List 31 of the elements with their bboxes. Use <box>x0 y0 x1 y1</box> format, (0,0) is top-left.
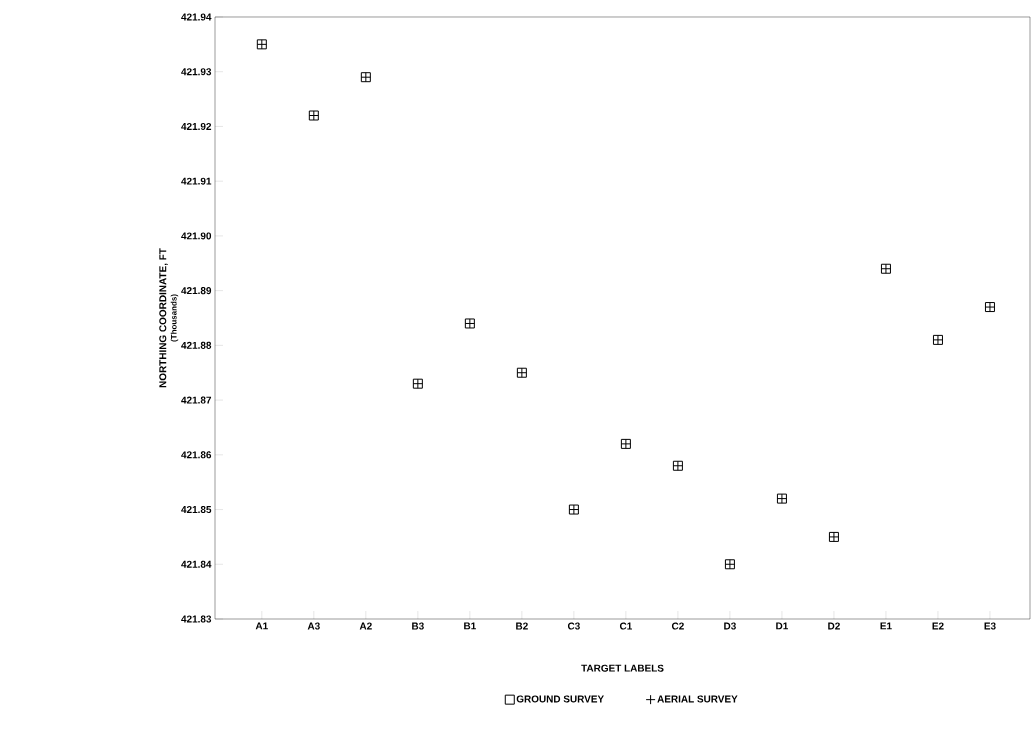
x-tick-label: D2 <box>828 622 840 630</box>
y-tick-label: 421.88 <box>181 341 212 349</box>
legend-label: AERIAL SURVEY <box>657 695 738 703</box>
y-tick-label: 421.89 <box>181 287 212 295</box>
x-tick-label: B3 <box>412 622 424 630</box>
y-tick-label: 421.93 <box>181 68 212 76</box>
y-tick-label: 421.91 <box>181 177 212 185</box>
y-tick-label: 421.84 <box>181 560 212 568</box>
y-tick-label: 421.83 <box>181 615 212 623</box>
x-tick-label: C2 <box>671 622 684 630</box>
y-axis-title: NORTHING COORDINATE, FT <box>159 248 168 388</box>
x-tick-label: D1 <box>776 622 789 630</box>
y-tick-label: 421.86 <box>181 451 212 459</box>
y-tick-label: 421.94 <box>181 13 212 21</box>
x-tick-label: D3 <box>724 622 736 630</box>
x-tick-label: A2 <box>359 622 372 630</box>
x-axis-title: TARGET LABELS <box>581 664 664 672</box>
x-tick-label: E2 <box>932 622 944 630</box>
x-tick-label: E1 <box>880 622 892 630</box>
y-tick-label: 421.85 <box>181 506 212 514</box>
x-tick-label: C3 <box>567 622 580 630</box>
x-tick-label: A1 <box>255 622 268 630</box>
y-tick-label: 421.87 <box>181 396 212 404</box>
y-tick-label: 421.92 <box>181 122 212 130</box>
y-tick-label: 421.90 <box>181 232 212 240</box>
x-tick-label: E3 <box>984 622 996 630</box>
x-tick-label: B2 <box>516 622 528 630</box>
legend-label: GROUND SURVEY <box>516 695 604 703</box>
x-tick-label: C1 <box>619 622 632 630</box>
x-tick-label: A3 <box>307 622 320 630</box>
x-tick-label: B1 <box>464 622 476 630</box>
